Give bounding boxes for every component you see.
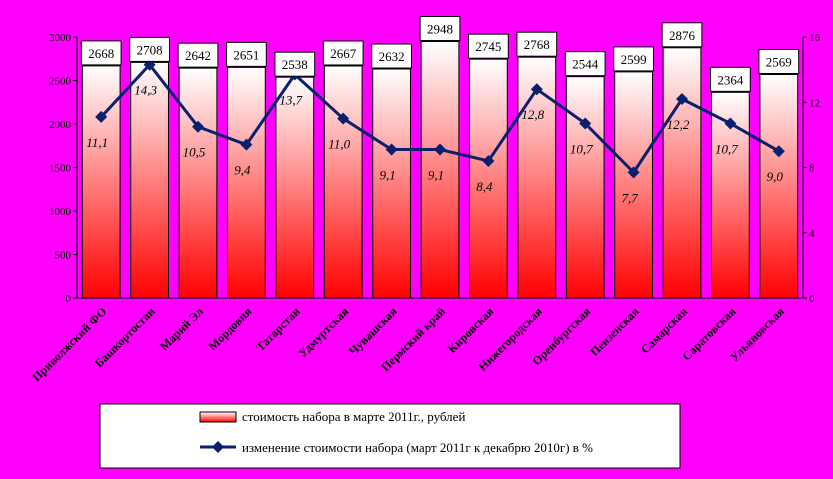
left-tick-label: 2500 <box>49 76 72 88</box>
bars <box>81 41 799 299</box>
bar-value-label: 2364 <box>717 72 744 87</box>
legend-box <box>99 403 681 469</box>
bar <box>227 66 266 299</box>
category-label: Приволжский ФО <box>29 304 109 384</box>
bar-value-label: 2569 <box>766 54 792 69</box>
bar-value-label: 2632 <box>379 49 405 64</box>
pct-change-label: 9,0 <box>767 169 784 184</box>
legend-bar-swatch <box>199 411 237 423</box>
legend-line-marker <box>212 441 224 453</box>
bar <box>420 41 460 299</box>
pct-change-label: 12,8 <box>521 107 544 122</box>
category-label: Самарская <box>638 304 691 357</box>
bar <box>372 68 411 299</box>
bar-value-label: 2538 <box>282 57 308 72</box>
legend: стоимость набора в марте 2011г., рублей и… <box>99 403 681 469</box>
line-point-marker <box>579 117 592 130</box>
bar-value-box <box>564 51 606 77</box>
pct-change-label: 8,4 <box>476 179 493 194</box>
bar-value-box <box>516 31 558 57</box>
pct-change-label: 9,1 <box>379 168 395 183</box>
left-tick-label: 1000 <box>49 206 72 218</box>
legend-line-label: изменение стоимости набора (март 2011г к… <box>242 440 593 455</box>
category-label: Удмуртская <box>295 304 351 360</box>
line-point-marker <box>482 154 495 167</box>
bar <box>614 71 653 299</box>
right-tick-label: 16 <box>809 32 821 44</box>
legend-bar-label: стоимость набора в марте 2011г., рублей <box>242 409 465 424</box>
pct-change-label: 9,1 <box>428 168 444 183</box>
pct-change-label: 13,7 <box>279 93 302 108</box>
bar-value-label: 2768 <box>524 37 550 52</box>
category-label: Марий Эл <box>157 304 206 353</box>
bar-value-box <box>371 43 412 69</box>
pct-change-label: 14,3 <box>134 83 157 98</box>
bar <box>275 76 315 299</box>
category-label: Мордовия <box>205 304 254 353</box>
bar-value-label: 2667 <box>330 46 357 61</box>
right-tick-label: 0 <box>809 293 815 305</box>
right-tick-label: 8 <box>809 163 815 175</box>
bar-value-label: 2544 <box>572 57 599 72</box>
bar-value-label: 2651 <box>233 47 259 62</box>
bar <box>469 58 508 299</box>
bar <box>759 73 799 299</box>
bar <box>662 47 702 299</box>
pct-change-label: 9,4 <box>234 163 251 178</box>
line-point-marker <box>772 145 785 158</box>
bar-value-box <box>661 22 703 48</box>
line-point-marker <box>337 112 350 125</box>
left-tick-label: 500 <box>55 250 72 262</box>
bar-value-box <box>710 66 751 92</box>
bar-value-box <box>274 51 316 77</box>
bar-value-box <box>80 40 122 66</box>
pct-change-label: 11,0 <box>328 137 350 152</box>
bar-value-box <box>758 48 800 74</box>
left-tick-label: 0 <box>66 293 72 305</box>
left-tick-label: 1500 <box>49 163 72 175</box>
category-label: Пензенская <box>587 304 642 359</box>
line-point-marker <box>724 117 737 130</box>
bar-value-label: 2668 <box>88 46 114 61</box>
line-point-marker <box>240 138 253 151</box>
left-tick-label: 2000 <box>49 119 72 131</box>
bar <box>565 76 605 299</box>
bar-value-label: 2708 <box>137 42 163 57</box>
line-point-marker <box>192 120 204 133</box>
pct-change-label: 11,1 <box>86 135 108 150</box>
line-point-marker <box>627 166 640 179</box>
left-tick-label: 3000 <box>49 32 72 44</box>
pct-change-label: 7,7 <box>621 190 638 205</box>
bar-value-box <box>468 33 509 59</box>
line-point-marker <box>95 110 108 123</box>
bar-value-box <box>226 41 267 67</box>
bar-value-label: 2745 <box>475 39 501 54</box>
line-point-marker <box>385 143 398 156</box>
bar-value-box <box>322 40 364 66</box>
pct-change-label: 10,7 <box>570 141 593 156</box>
right-tick-label: 4 <box>809 228 815 240</box>
line-point-marker <box>530 83 543 96</box>
line-point-marker <box>676 92 688 105</box>
category-label: Кировская <box>445 304 497 356</box>
bar-value-label: 2876 <box>669 28 696 43</box>
bar-value-label: 2642 <box>185 48 211 63</box>
bar-value-box <box>177 42 219 68</box>
pct-change-label: 10,5 <box>183 145 206 160</box>
line-point-marker <box>434 143 446 156</box>
bar-value-box <box>419 16 461 42</box>
bar-value-label: 2599 <box>621 52 647 67</box>
category-label: Татарстан <box>253 304 303 354</box>
bar-value-box <box>129 36 170 62</box>
bar-value-box <box>613 46 654 72</box>
pct-change-label: 12,2 <box>667 117 690 132</box>
bar <box>323 65 363 299</box>
bar-value-label: 2948 <box>427 22 453 37</box>
bar <box>178 67 218 299</box>
pct-change-label: 10,7 <box>715 141 738 156</box>
right-tick-label: 12 <box>809 97 820 109</box>
bar <box>130 61 169 299</box>
